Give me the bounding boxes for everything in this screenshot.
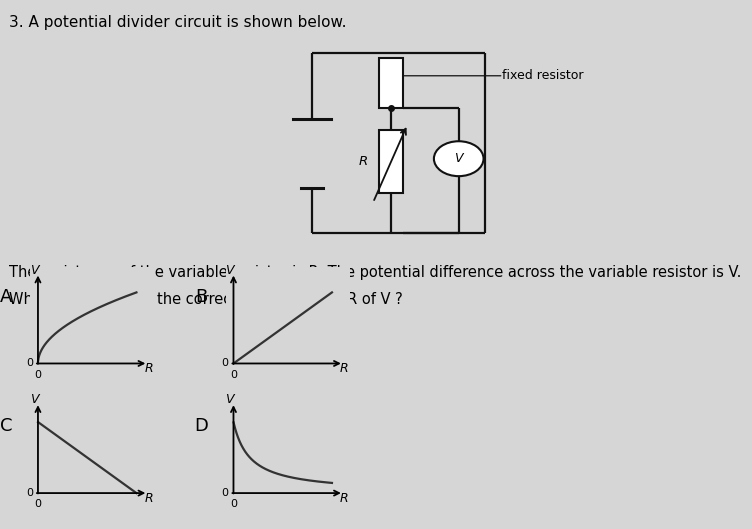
Text: Which graph shows the correct variation with R of V ?: Which graph shows the correct variation … [9, 292, 403, 307]
Text: 0: 0 [230, 370, 237, 380]
Text: A: A [0, 288, 12, 306]
Bar [379, 58, 403, 108]
Text: B: B [196, 288, 208, 306]
Text: 3. A potential divider circuit is shown below.: 3. A potential divider circuit is shown … [9, 15, 347, 30]
Text: R: R [340, 492, 348, 505]
Text: 0: 0 [222, 359, 229, 369]
Text: V: V [226, 393, 234, 406]
Text: 0: 0 [230, 499, 237, 509]
Text: 0: 0 [35, 499, 41, 509]
Text: V: V [226, 263, 234, 277]
Text: 0: 0 [35, 370, 41, 380]
Text: 0: 0 [26, 488, 33, 498]
Circle shape [434, 141, 484, 176]
Text: 0: 0 [26, 359, 33, 369]
Text: C: C [0, 417, 12, 435]
Bar [379, 130, 403, 193]
Text: D: D [195, 417, 208, 435]
Text: R: R [144, 492, 153, 505]
Text: R: R [359, 155, 368, 168]
Text: V: V [30, 263, 38, 277]
Text: The resistance of the variable resistor is R. The potential difference across th: The resistance of the variable resistor … [9, 264, 741, 279]
Text: R: R [340, 362, 348, 376]
Text: R: R [144, 362, 153, 376]
Text: fixed resistor: fixed resistor [502, 69, 584, 83]
Text: V: V [30, 393, 38, 406]
Text: V: V [454, 152, 463, 165]
Text: 0: 0 [222, 488, 229, 498]
